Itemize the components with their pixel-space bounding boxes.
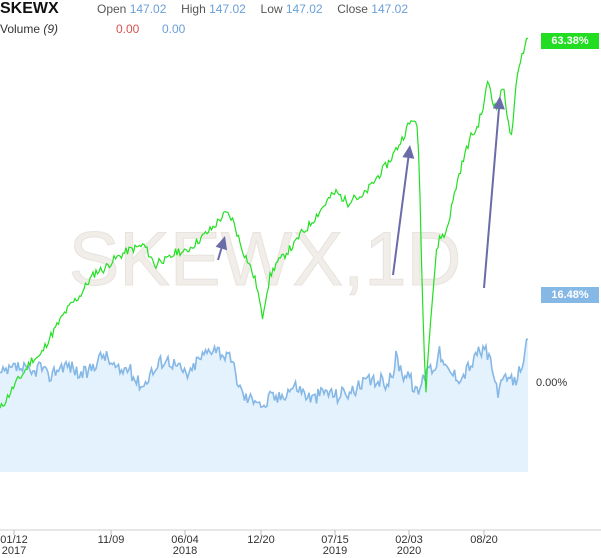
high-value: 147.02 xyxy=(209,2,246,16)
volume-value-2: 0.00 xyxy=(162,22,186,36)
annotation-arrow-line xyxy=(217,248,223,261)
price-badge: 63.38% xyxy=(541,33,599,49)
annotation-arrow-head xyxy=(402,145,415,159)
x-tick-year: 2020 xyxy=(397,545,421,557)
open-value: 147.02 xyxy=(129,2,167,16)
volume-badge: 16.48% xyxy=(541,287,599,303)
ohlc-header: Open 147.02 High 147.02 Low 147.02 Close… xyxy=(97,2,408,16)
x-tick-year: 2017 xyxy=(2,545,26,557)
x-tick-label: 01/12 xyxy=(0,534,28,546)
high-label: High xyxy=(181,2,206,16)
volume-value-1: 0.00 xyxy=(116,22,140,36)
annotation-arrows xyxy=(215,96,505,289)
annotation-arrow-line xyxy=(392,157,410,276)
low-value: 147.02 xyxy=(285,2,323,16)
volume-header: Volume (9) xyxy=(0,22,58,36)
watermark: SKEWX,1D xyxy=(69,217,462,302)
close-label: Close xyxy=(337,2,368,16)
x-tick-label: 12/20 xyxy=(247,534,275,546)
close-value: 147.02 xyxy=(371,2,408,16)
x-tick-year: 2019 xyxy=(323,545,347,557)
x-tick-label: 08/20 xyxy=(470,534,498,546)
volume-series-line xyxy=(0,338,528,409)
x-tick-year: 2018 xyxy=(173,545,197,557)
x-tick-label: 11/09 xyxy=(98,534,125,546)
volume-label: Volume xyxy=(0,22,41,36)
low-label: Low xyxy=(260,2,283,16)
x-tick-label: 07/15 xyxy=(321,534,349,546)
x-tick-label: 06/04 xyxy=(171,534,199,546)
annotation-arrow-head xyxy=(215,236,228,251)
volume-period: (9) xyxy=(43,22,59,36)
open-label: Open xyxy=(97,2,127,16)
price-series-line xyxy=(0,37,528,409)
annotation-arrow-head xyxy=(492,96,505,110)
symbol-title: SKEWX xyxy=(0,0,59,17)
annotation-arrow-line xyxy=(483,108,500,289)
baseline-label: 0.00% xyxy=(536,377,567,389)
x-tick-label: 02/03 xyxy=(395,534,423,546)
